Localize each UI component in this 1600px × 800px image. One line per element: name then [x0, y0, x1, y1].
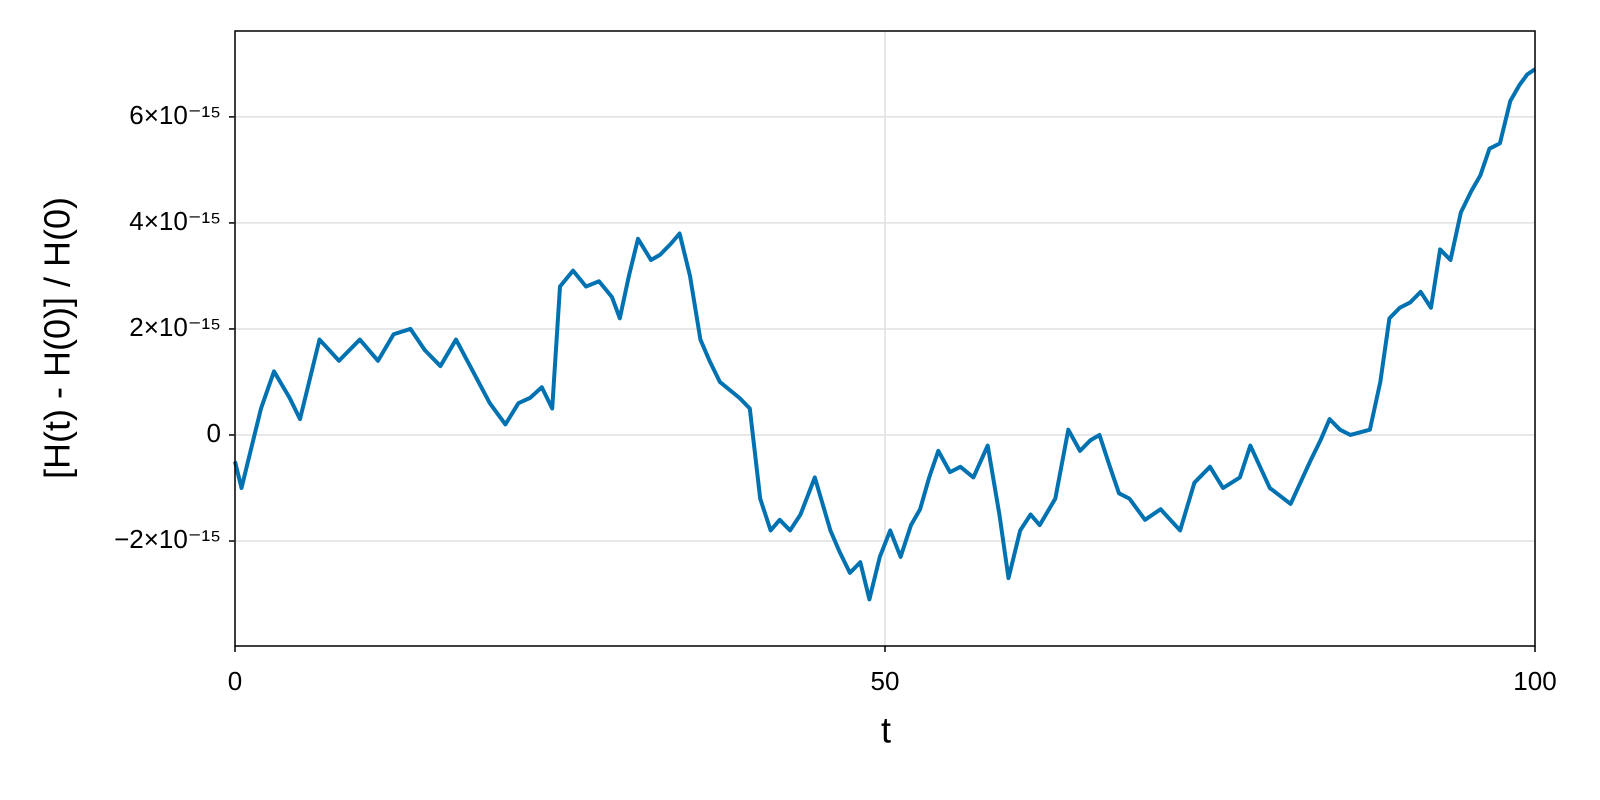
y-tick-label: 4×10⁻¹⁵ — [129, 206, 221, 236]
x-tick-label: 100 — [1513, 666, 1556, 696]
x-axis-label: t — [881, 710, 891, 751]
y-axis-label: [H(t) - H(0)] / H(0) — [37, 197, 78, 479]
x-tick-label: 0 — [228, 666, 242, 696]
data-line — [233, 67, 1537, 602]
plot-frame — [234, 30, 1536, 647]
x-tick-label: 50 — [871, 666, 900, 696]
y-tick-label: 6×10⁻¹⁵ — [129, 100, 221, 130]
y-tick-label: −2×10⁻¹⁵ — [114, 524, 221, 554]
y-tick-label: 2×10⁻¹⁵ — [129, 312, 221, 342]
y-tick-label: 0 — [207, 418, 221, 448]
